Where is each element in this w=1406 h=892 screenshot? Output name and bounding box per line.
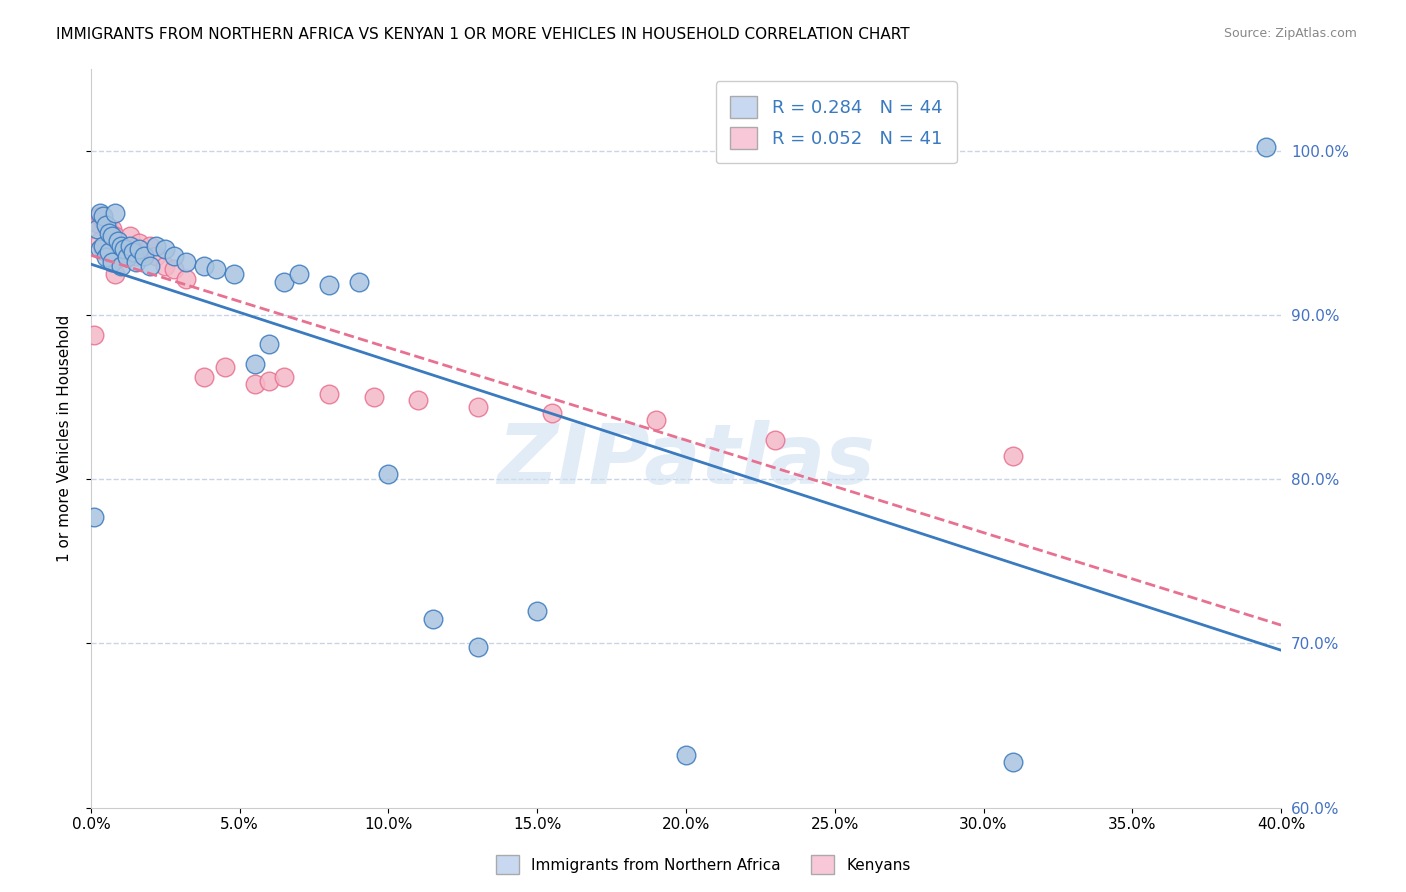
Point [94,251,117,265]
Point [94,218,117,232]
Point [273,275,295,289]
Y-axis label: 1 or more Vehicles in Household: 1 or more Vehicles in Household [58,315,72,562]
Point [104,229,127,244]
Point [134,249,156,263]
Point [145,239,167,253]
Point [97,226,120,240]
Point [91,242,114,256]
Text: ZIPatlas: ZIPatlas [498,420,875,500]
Point [121,245,143,260]
Point [124,249,146,263]
Point [205,261,228,276]
Point [100,229,122,244]
Point [115,251,138,265]
Point [645,413,668,427]
Point [94,245,117,260]
Point [115,251,138,265]
Point [467,640,489,654]
Point [1256,140,1278,154]
Point [139,259,162,273]
Point [259,337,281,351]
Point [112,242,135,256]
Point [467,400,489,414]
Point [110,239,132,253]
Point [259,374,281,388]
Point [763,433,786,447]
Point [110,259,132,273]
Point [155,242,177,256]
Point [118,239,141,253]
Point [174,272,197,286]
Point [124,255,146,269]
Point [91,210,114,224]
Point [675,748,697,763]
Point [94,218,117,232]
Legend: Immigrants from Northern Africa, Kenyans: Immigrants from Northern Africa, Kenyans [489,849,917,880]
Point [1002,449,1025,463]
Point [104,267,127,281]
Point [145,249,167,263]
Point [89,210,111,224]
Point [121,242,143,256]
Point [222,267,245,281]
Text: Source: ZipAtlas.com: Source: ZipAtlas.com [1223,27,1357,40]
Point [526,603,548,617]
Point [86,216,108,230]
Point [110,242,132,256]
Point [128,242,150,256]
Point [86,222,108,236]
Point [107,234,129,248]
Point [347,275,370,289]
Point [100,251,122,265]
Point [174,255,197,269]
Point [406,393,429,408]
Point [139,239,162,253]
Point [134,245,156,260]
Point [243,376,266,391]
Point [89,234,111,248]
Point [1002,755,1025,769]
Point [118,229,141,244]
Point [318,386,340,401]
Point [100,222,122,236]
Point [214,360,236,375]
Point [89,242,111,256]
Point [89,206,111,220]
Point [112,245,135,260]
Point [97,222,120,236]
Legend: R = 0.284   N = 44, R = 0.052   N = 41: R = 0.284 N = 44, R = 0.052 N = 41 [716,81,956,163]
Point [193,259,215,273]
Point [155,259,177,273]
Point [107,235,129,250]
Point [273,370,295,384]
Point [91,239,114,253]
Point [363,390,385,404]
Point [288,267,311,281]
Point [83,510,105,524]
Point [422,612,444,626]
Point [193,370,215,384]
Point [243,357,266,371]
Text: IMMIGRANTS FROM NORTHERN AFRICA VS KENYAN 1 OR MORE VEHICLES IN HOUSEHOLD CORREL: IMMIGRANTS FROM NORTHERN AFRICA VS KENYA… [56,27,910,42]
Point [318,278,340,293]
Point [377,467,399,482]
Point [83,327,105,342]
Point [128,235,150,250]
Point [100,255,122,269]
Point [104,206,127,220]
Point [97,239,120,253]
Point [541,407,564,421]
Point [97,245,120,260]
Point [163,249,186,263]
Point [91,212,114,227]
Point [163,261,186,276]
